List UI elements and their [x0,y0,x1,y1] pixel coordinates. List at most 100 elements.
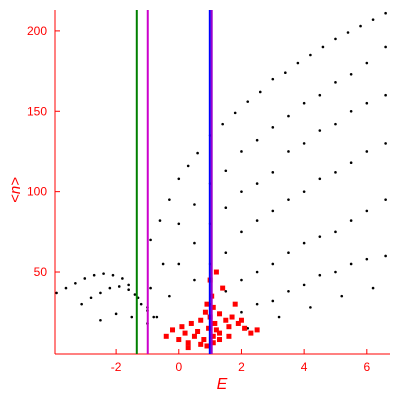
red-point [232,301,238,307]
black-point [384,254,387,258]
black-point [349,161,353,165]
black-point [359,24,362,28]
black-point [193,278,196,282]
black-point [177,177,181,181]
black-point [258,90,262,94]
black-point [117,285,121,288]
black-point [349,262,353,266]
red-point [212,320,218,326]
red-point [204,343,210,349]
black-point [127,288,130,292]
red-point [176,337,182,343]
black-point [193,241,196,245]
black-point [130,315,134,319]
black-point [384,45,387,49]
black-point [121,277,124,280]
black-point [224,251,228,255]
black-point [302,142,306,145]
x-tick-label: 6 [363,360,370,374]
x-tick-label: 0 [175,360,182,374]
y-tick-label: 150 [27,104,47,118]
black-point [384,11,387,15]
black-point [193,203,196,206]
black-point [55,291,58,295]
red-point [254,327,260,333]
black-point [74,281,77,285]
black-point [111,273,115,277]
black-point [246,100,250,103]
y-tick-label: 200 [27,24,47,38]
black-point [271,171,275,174]
black-point [271,77,275,81]
red-point [204,301,210,307]
red-point [217,337,223,343]
black-point [168,198,171,201]
black-point [224,290,228,293]
black-point [92,273,96,277]
black-point [296,61,300,65]
black-point [384,142,387,145]
black-point [365,257,369,261]
black-point [349,109,353,113]
black-point [255,138,259,142]
x-tick-label: -2 [111,360,122,374]
black-point [340,294,344,298]
black-point [240,278,243,282]
red-point [235,320,241,326]
red-point [198,317,204,323]
black-point [334,230,337,234]
red-point [188,320,194,326]
black-point [161,262,165,266]
red-point [185,340,191,346]
red-point [210,304,216,310]
black-point [302,101,306,105]
red-point [217,330,223,336]
black-point [321,45,325,49]
black-point [346,31,350,34]
red-point [248,330,254,336]
red-point [229,314,235,320]
red-point [202,309,208,315]
black-point [89,296,93,300]
red-point [210,340,216,346]
black-point [287,150,290,153]
black-point [108,286,112,290]
black-point [240,310,243,314]
black-point [149,286,152,290]
black-point [334,270,337,274]
black-point [384,93,387,97]
y-axis-label: <n> [7,177,24,203]
black-point [83,277,87,280]
black-point [309,306,312,309]
black-point [177,222,181,226]
red-point [223,317,229,323]
black-point [255,219,259,222]
black-point [302,241,306,245]
red-point [213,327,219,333]
black-point [158,219,162,222]
black-point [287,251,290,255]
black-point [139,302,143,306]
black-point [152,315,156,319]
black-point [334,122,337,126]
black-point [114,312,118,316]
black-point [99,291,102,295]
black-point [284,71,287,74]
black-point [271,299,275,303]
black-point [233,111,237,115]
black-point [255,182,259,185]
black-point [240,150,243,153]
black-point [80,302,83,306]
black-point [302,190,306,193]
black-point [349,72,353,76]
x-tick-label: 2 [238,360,245,374]
red-point [191,333,197,339]
red-point [206,325,212,331]
black-point [271,126,275,129]
black-point [334,37,337,41]
black-point [99,318,102,322]
red-point [226,324,232,330]
red-point [242,325,248,331]
black-point [186,164,190,168]
black-point [240,230,243,234]
